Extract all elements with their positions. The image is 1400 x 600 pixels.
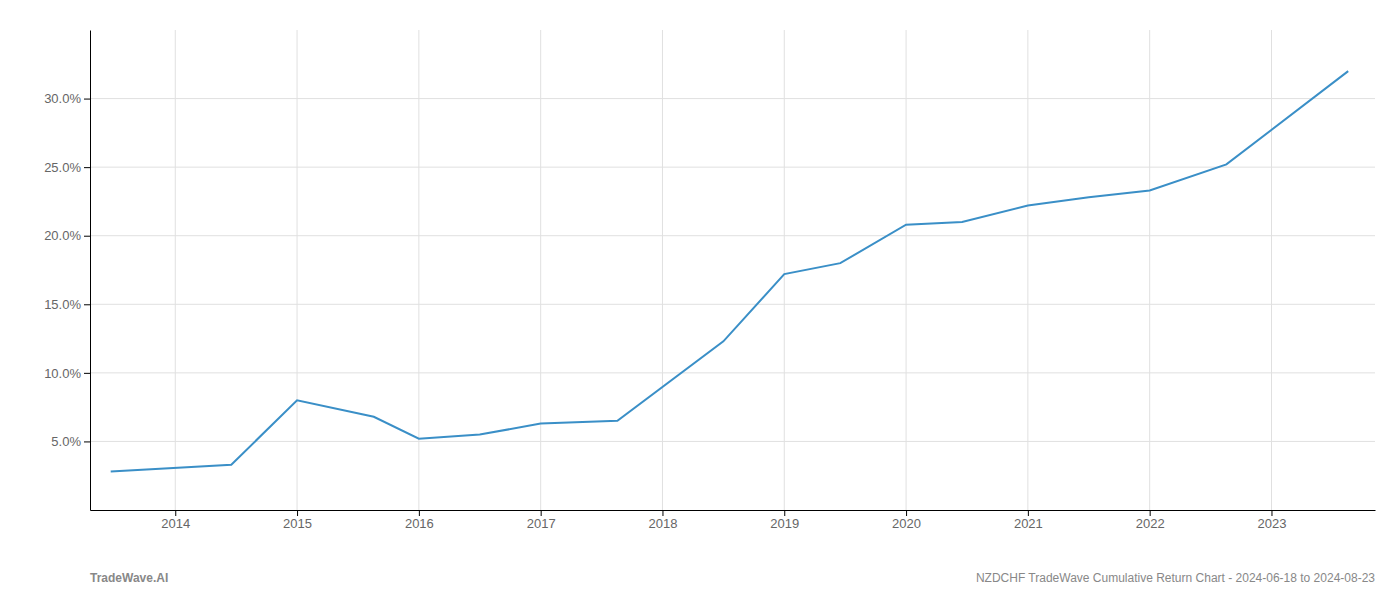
x-tick-label: 2017 [527,516,556,531]
footer-annotation: TradeWave.AI [90,571,168,585]
y-axis-line [90,31,91,511]
chart-container: 2014 2015 2016 2017 2018 2019 2020 2021 2022 2023… [0,0,1400,600]
y-tick-mark [84,99,90,100]
y-tick: 10.0% [44,366,90,381]
x-tick-mark [175,510,176,516]
x-tick: 2019 [770,510,799,531]
y-tick: 25.0% [44,160,90,175]
title: NZDCHF TradeWave Cumulative Return Chart… [976,571,1375,585]
x-grid-line [1149,30,1150,510]
x-tick-label: 2019 [770,516,799,531]
y-tick-mark [84,441,90,442]
x-tick-mark [541,510,542,516]
x-axis-line [91,510,1376,511]
x-tick-mark [419,510,420,516]
x-tick-label: 2020 [892,516,921,531]
x-grid-line [1027,30,1028,510]
x-tick-label: 2015 [283,516,312,531]
y-tick-label: 20.0% [44,228,81,243]
y-tick-label: 10.0% [44,366,81,381]
line [111,71,1348,471]
x-grid-line [906,30,907,510]
y-tick-label: 30.0% [44,91,81,106]
x-tick: 2021 [1014,510,1043,531]
y-tick: 30.0% [44,91,90,106]
y-tick-mark [84,167,90,168]
y-grid-line [90,235,1375,236]
x-tick-mark [1028,510,1029,516]
x-grid-line [662,30,663,510]
x-axis: 2014 2015 2016 2017 2018 2019 2020 2021 2022 2023 [91,510,1376,531]
y-tick: 5.0% [51,434,90,449]
grid [90,30,1375,510]
x-tick: 2017 [527,510,556,531]
y-grid-line [90,441,1375,442]
x-tick-mark [1271,510,1272,516]
x-tick: 2014 [161,510,190,531]
x-grid-line [175,30,176,510]
x-tick-label: 2021 [1014,516,1043,531]
x-grid-line [784,30,785,510]
x-grid-line [297,30,298,510]
x-tick: 2015 [283,510,312,531]
x-tick-label: 2016 [405,516,434,531]
x-tick-label: 2023 [1258,516,1287,531]
y-tick-label: 25.0% [44,160,81,175]
x-tick-label: 2018 [649,516,678,531]
x-tick: 2016 [405,510,434,531]
x-tick-label: 2014 [161,516,190,531]
x-tick-mark [662,510,663,516]
y-grid-line [90,372,1375,373]
x-tick-mark [297,510,298,516]
x-grid-line [1271,30,1272,510]
x-tick-mark [784,510,785,516]
x-tick: 2022 [1136,510,1165,531]
y-tick-mark [84,304,90,305]
y-tick: 20.0% [44,228,90,243]
x-tick-label: 2022 [1136,516,1165,531]
x-tick-mark [906,510,907,516]
y-grid-line [90,98,1375,99]
y-axis: 5.0% 10.0% 15.0% 20.0% 25.0% 30.0% [44,31,90,511]
y-tick-mark [84,373,90,374]
chart-svg: 2014 2015 2016 2017 2018 2019 2020 2021 2022 2023… [0,0,1400,600]
y-tick-label: 15.0% [44,297,81,312]
x-grid-line [540,30,541,510]
y-tick-label: 5.0% [51,434,81,449]
x-tick: 2020 [892,510,921,531]
y-grid-line [90,304,1375,305]
y-tick-mark [84,236,90,237]
x-tick: 2023 [1258,510,1287,531]
y-tick: 15.0% [44,297,90,312]
x-tick: 2018 [649,510,678,531]
y-grid-line [90,167,1375,168]
x-tick-mark [1150,510,1151,516]
plot-area [111,71,1348,471]
